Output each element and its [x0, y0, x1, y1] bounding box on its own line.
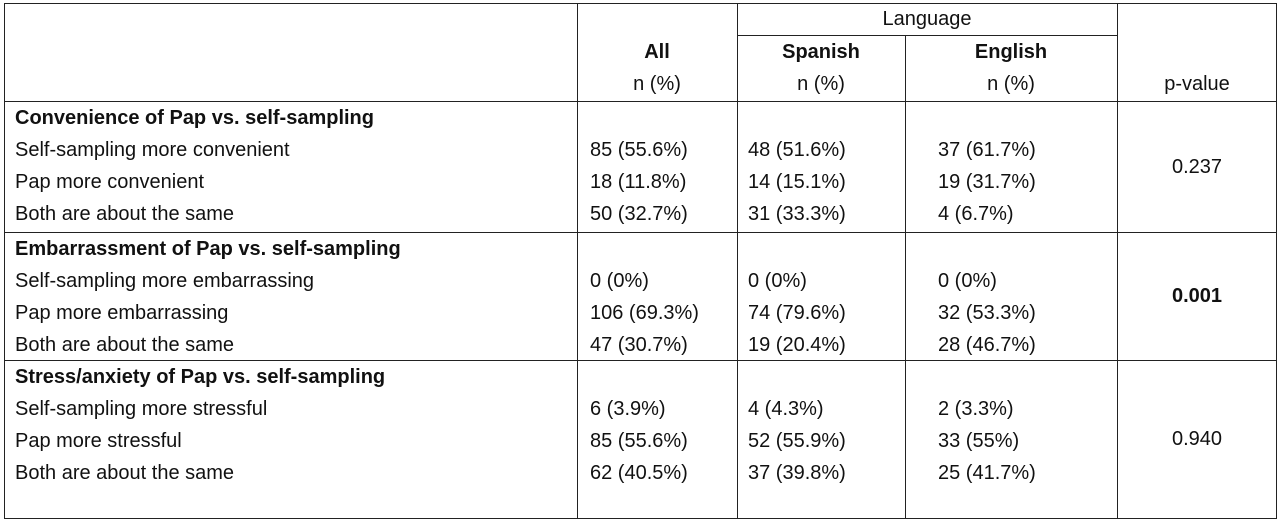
rule: [1117, 3, 1118, 519]
column-subheader: n (%): [797, 73, 845, 95]
rule: [905, 35, 906, 519]
cell: 50 (32.7%): [590, 203, 688, 225]
row-label: Self-sampling more embarrassing: [15, 270, 315, 292]
cell: 4 (6.7%): [938, 203, 1014, 225]
row-label: Pap more convenient: [15, 171, 205, 193]
rule: [4, 518, 1277, 519]
rule: [577, 3, 578, 519]
cell: 106 (69.3%): [590, 302, 699, 324]
section-title: Convenience of Pap vs. self-sampling: [15, 107, 374, 129]
rule: [4, 232, 1277, 233]
cell: 85 (55.6%): [590, 430, 688, 452]
p-value: 0.001: [1171, 285, 1223, 307]
rule: [4, 360, 1277, 361]
cell: 18 (11.8%): [590, 171, 687, 193]
row-label: Both are about the same: [15, 334, 235, 356]
cell: 74 (79.6%): [748, 302, 846, 324]
cell: 0 (0%): [748, 270, 807, 292]
column-header: English: [974, 41, 1048, 63]
row-label: Both are about the same: [15, 203, 235, 225]
column-header: Spanish: [782, 41, 860, 63]
rule: [737, 35, 1117, 36]
cell: 48 (51.6%): [748, 139, 846, 161]
cell: 28 (46.7%): [938, 334, 1036, 356]
cell: 31 (33.3%): [748, 203, 846, 225]
cell: 0 (0%): [938, 270, 997, 292]
cell: 25 (41.7%): [938, 462, 1036, 484]
cell: 32 (53.3%): [938, 302, 1036, 324]
cell: 14 (15.1%): [748, 171, 846, 193]
cell: 85 (55.6%): [590, 139, 688, 161]
row-label: Pap more stressful: [15, 430, 182, 452]
cell: 4 (4.3%): [748, 398, 824, 420]
p-value: 0.940: [1171, 428, 1223, 450]
cell: 0 (0%): [590, 270, 649, 292]
row-label: Self-sampling more convenient: [15, 139, 290, 161]
column-subheader: n (%): [987, 73, 1035, 95]
cell: 2 (3.3%): [938, 398, 1014, 420]
section-title: Embarrassment of Pap vs. self-sampling: [15, 238, 401, 260]
section-title: Stress/anxiety of Pap vs. self-sampling: [15, 366, 386, 388]
rule: [737, 3, 738, 519]
column-header: All: [644, 41, 670, 63]
cell: 19 (20.4%): [748, 334, 846, 356]
cell: 47 (30.7%): [590, 334, 688, 356]
cell: 37 (61.7%): [938, 139, 1036, 161]
cell: 37 (39.8%): [748, 462, 846, 484]
rule: [1276, 3, 1277, 519]
column-header: p-value: [1164, 73, 1230, 95]
column-subheader: n (%): [633, 73, 681, 95]
row-label: Pap more embarrassing: [15, 302, 229, 324]
rule: [4, 3, 1277, 4]
cell: 62 (40.5%): [590, 462, 688, 484]
row-label: Both are about the same: [15, 462, 235, 484]
cell: 6 (3.9%): [590, 398, 666, 420]
rule: [4, 3, 5, 519]
cell: 19 (31.7%): [938, 171, 1036, 193]
cell: 33 (55%): [938, 430, 1020, 452]
rule: [4, 101, 1277, 102]
group-header: Language: [882, 8, 972, 30]
p-value: 0.237: [1171, 155, 1223, 178]
cell: 52 (55.9%): [748, 430, 846, 452]
row-label: Self-sampling more stressful: [15, 398, 268, 420]
